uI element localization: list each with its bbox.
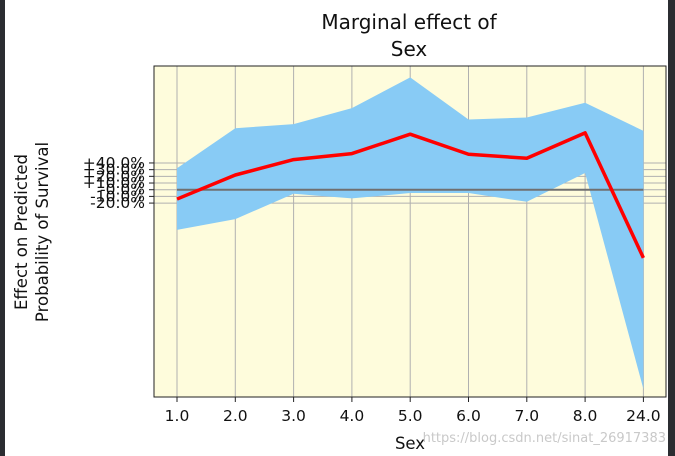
y-tick-label: +20.0%: [83, 167, 145, 185]
x-tick-label: 5.0: [398, 407, 423, 425]
x-axis-label: Sex: [395, 434, 425, 453]
y-tick-label: +30.0%: [83, 161, 145, 179]
y-tick-label: +10.0%: [83, 174, 145, 192]
x-tick-label: 6.0: [456, 407, 481, 425]
y-axis-label: Effect on Predicted Probability of Survi…: [12, 142, 52, 322]
chart-title-line-1: Marginal effect of: [321, 10, 497, 34]
x-tick-label: 24.0: [626, 407, 661, 425]
y-tick-label: +40.0%: [83, 154, 145, 172]
confidence-band: [177, 77, 644, 389]
x-tick-label: 7.0: [514, 407, 539, 425]
x-tick-label: 1.0: [165, 407, 190, 425]
x-tick-label: 8.0: [573, 407, 598, 425]
x-tick-label: 2.0: [223, 407, 248, 425]
watermark: https://blog.csdn.net/sinat_26917383: [423, 431, 666, 446]
window-frame-right: [668, 0, 675, 456]
marginal-effect-line: [176, 131, 645, 259]
x-tick-label: 4.0: [340, 407, 365, 425]
plot-frame: [153, 65, 667, 398]
x-tick-labels: 1.0 2.0 3.0 4.0 5.0 6.0 7.0 8.0 24.0: [165, 407, 661, 425]
y-axis-label-line-1: Effect on Predicted: [12, 154, 31, 310]
y-tick-label: -20.0%: [90, 194, 145, 212]
y-tick-label: -0.0%: [100, 181, 145, 199]
y-tick-label: -10.0%: [90, 187, 145, 205]
y-axis-label-line-2: Probability of Survival: [33, 142, 52, 322]
chart-title-line-2: Sex: [391, 37, 428, 61]
window-frame-left: [0, 0, 5, 456]
x-tick-label: 3.0: [281, 407, 306, 425]
y-tick-labels: +40.0%+30.0%+20.0%+10.0%-0.0%-10.0%-20.0…: [83, 154, 145, 212]
